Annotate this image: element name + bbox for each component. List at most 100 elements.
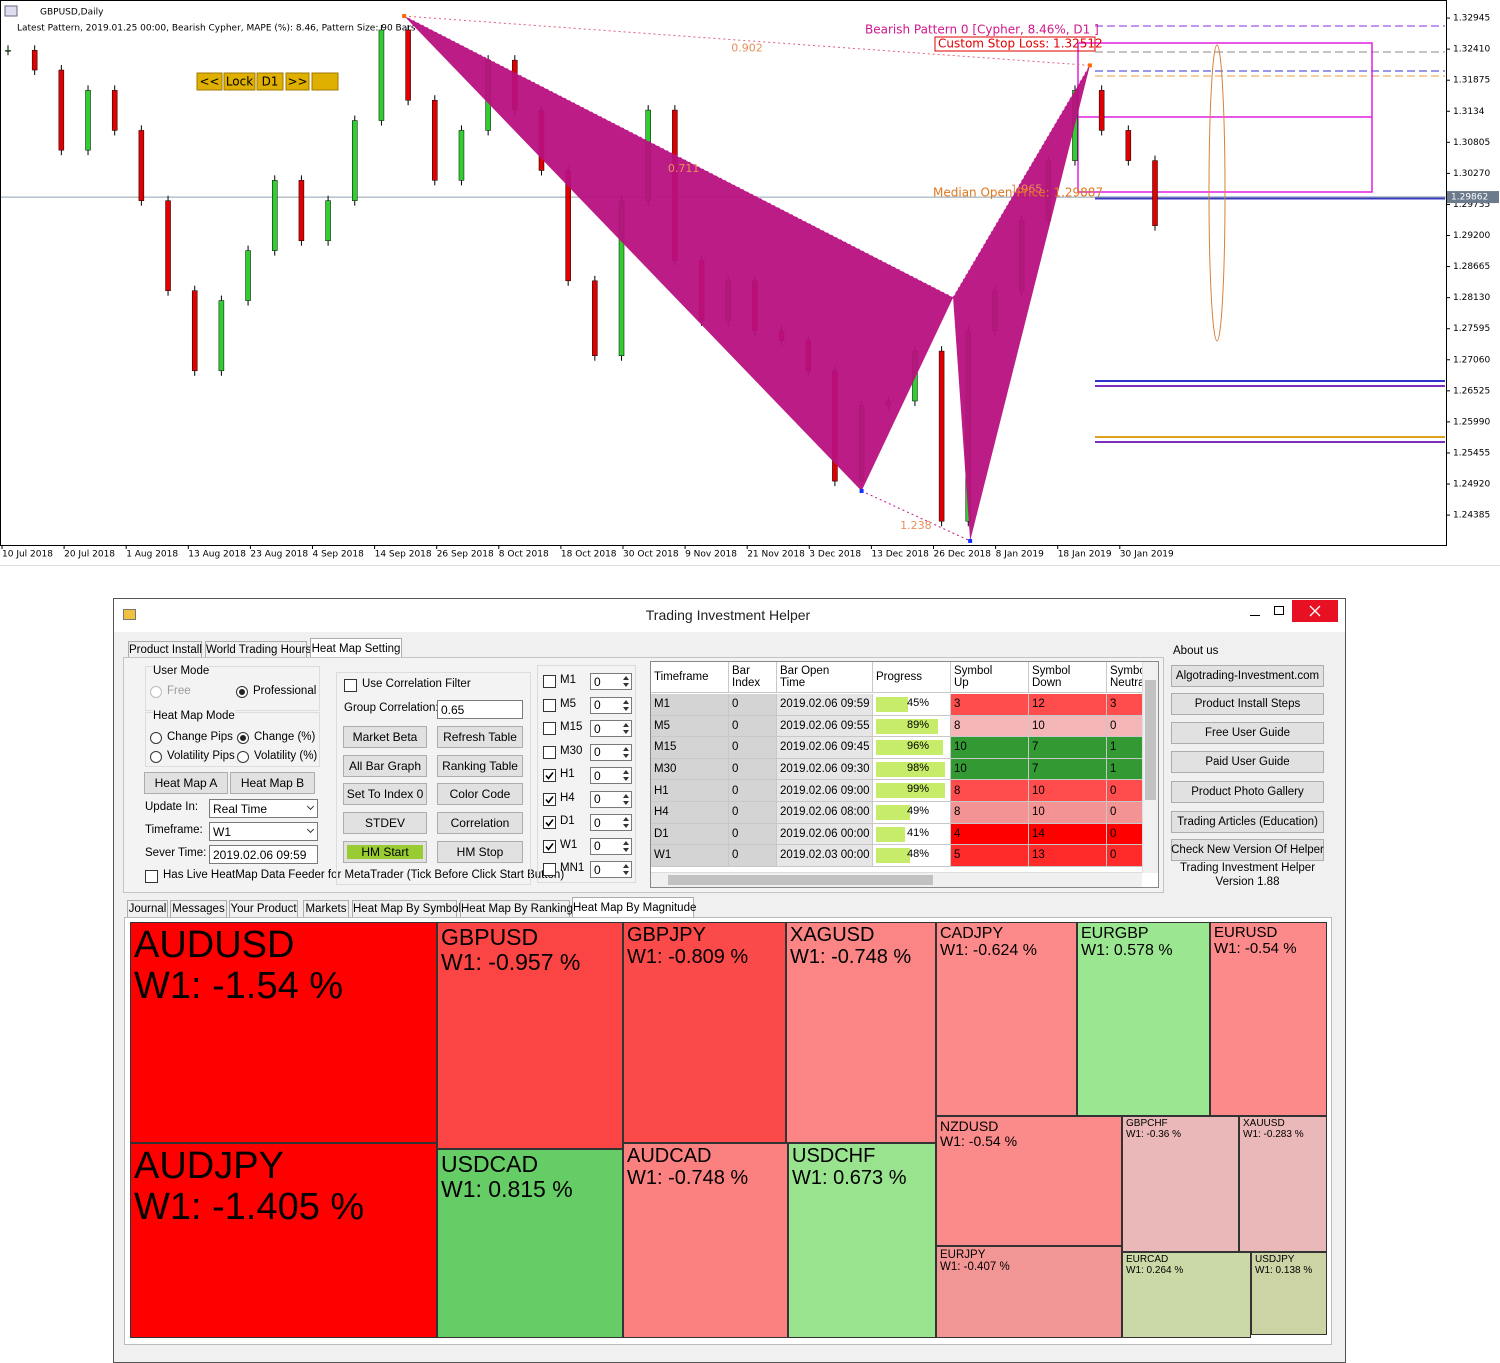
heat-map-mode-radio[interactable] bbox=[237, 751, 249, 763]
spinner-up[interactable] bbox=[623, 864, 629, 868]
tab[interactable]: World Trading Hours bbox=[205, 641, 311, 658]
nav-button[interactable]: >> bbox=[285, 72, 310, 91]
user-mode-radio[interactable] bbox=[236, 686, 248, 698]
spinner-up[interactable] bbox=[623, 793, 629, 798]
spinner-down[interactable] bbox=[623, 871, 629, 875]
text-box[interactable]: 0.65 bbox=[437, 700, 523, 719]
heatmap-tile[interactable]: XAUUSD W1: -0.283 % bbox=[1239, 1116, 1327, 1252]
tab[interactable]: Journal bbox=[127, 900, 168, 917]
link-button[interactable]: Free User Guide bbox=[1171, 722, 1324, 744]
nav-button[interactable]: Lock bbox=[223, 72, 256, 91]
button[interactable]: Set To Index 0 bbox=[343, 783, 427, 806]
heatmap-tile[interactable]: EURJPY W1: -0.407 % bbox=[936, 1246, 1122, 1338]
live-feeder-checkbox[interactable] bbox=[145, 870, 158, 883]
heatmap-tile[interactable]: EURGBP W1: 0.578 % bbox=[1077, 922, 1210, 1116]
tab[interactable]: Product Install bbox=[128, 641, 202, 658]
link-button[interactable]: Product Photo Gallery bbox=[1171, 781, 1324, 803]
minimize-button[interactable] bbox=[1250, 615, 1260, 616]
spinner[interactable]: 0 bbox=[590, 696, 632, 714]
tab[interactable]: Heat Map By Ranking bbox=[460, 900, 573, 917]
tab[interactable]: Markets bbox=[303, 900, 349, 917]
spinner-down[interactable] bbox=[623, 777, 629, 781]
spinner[interactable]: 0 bbox=[590, 837, 632, 855]
spinner-up[interactable] bbox=[623, 770, 629, 774]
timeframe-checkbox[interactable] bbox=[543, 675, 556, 688]
spinner-down[interactable] bbox=[623, 824, 629, 828]
link-button[interactable]: Algotrading-Investment.com bbox=[1171, 665, 1324, 687]
link-button[interactable]: Trading Articles (Education) bbox=[1171, 811, 1324, 833]
spinner-down[interactable] bbox=[623, 683, 629, 687]
table-vscroll-thumb[interactable] bbox=[1145, 680, 1156, 800]
spinner[interactable]: 0 bbox=[590, 720, 632, 737]
spinner[interactable]: 0 bbox=[590, 861, 632, 878]
heatmap-tile[interactable]: CADJPY W1: -0.624 % bbox=[936, 922, 1077, 1116]
button[interactable]: HM Start bbox=[343, 840, 427, 863]
timeframe-checkbox[interactable] bbox=[543, 698, 556, 712]
tab[interactable]: Heat Map By Magnitude bbox=[572, 897, 696, 918]
timeframe-checkbox[interactable] bbox=[543, 769, 556, 782]
timeframe-checkbox[interactable] bbox=[543, 722, 556, 735]
link-button[interactable]: Check New Version Of Helper bbox=[1171, 839, 1324, 861]
heatmap-tile[interactable]: AUDCAD W1: -0.748 % bbox=[623, 1143, 788, 1338]
heat-map-mode-radio[interactable] bbox=[150, 732, 162, 744]
tab[interactable]: Messages bbox=[170, 900, 227, 917]
button[interactable]: Market Beta bbox=[343, 726, 427, 748]
tab[interactable]: Heat Map By Symbol bbox=[352, 900, 461, 917]
heatmap-tile[interactable]: EURUSD W1: -0.54 % bbox=[1210, 922, 1327, 1116]
spinner-up[interactable] bbox=[623, 699, 629, 704]
timeframe-checkbox[interactable] bbox=[543, 792, 556, 806]
timeframe-checkbox[interactable] bbox=[543, 839, 556, 853]
maximize-button[interactable] bbox=[1274, 606, 1284, 615]
combo-box[interactable]: W1 bbox=[209, 822, 318, 841]
spinner-down[interactable] bbox=[623, 800, 629, 805]
link-button[interactable]: Product Install Steps bbox=[1171, 693, 1324, 715]
spinner[interactable]: 0 bbox=[590, 767, 632, 784]
combo-box[interactable]: Real Time bbox=[209, 799, 318, 818]
heatmap-tile[interactable]: AUDJPY W1: -1.405 % bbox=[130, 1143, 437, 1338]
spinner[interactable]: 0 bbox=[590, 673, 632, 690]
button[interactable]: Heat Map B bbox=[230, 772, 315, 794]
button[interactable]: HM Stop bbox=[437, 840, 523, 863]
button[interactable]: STDEV bbox=[343, 812, 427, 835]
button[interactable]: Ranking Table bbox=[437, 754, 523, 777]
heatmap-tile[interactable]: USDJPY W1: 0.138 % bbox=[1251, 1252, 1327, 1335]
timeframe-checkbox[interactable] bbox=[543, 863, 556, 876]
timeframe-checkbox[interactable] bbox=[543, 745, 556, 759]
link-button[interactable]: Paid User Guide bbox=[1171, 751, 1324, 773]
heatmap-tile[interactable]: GBPJPY W1: -0.809 % bbox=[623, 922, 786, 1143]
heat-map-mode-radio[interactable] bbox=[150, 751, 162, 763]
table-hscroll-thumb[interactable] bbox=[668, 875, 933, 885]
heatmap-tile[interactable]: GBPUSD W1: -0.957 % bbox=[437, 922, 623, 1149]
spinner[interactable]: 0 bbox=[590, 790, 632, 808]
button[interactable]: Heat Map A bbox=[144, 772, 228, 794]
spinner-up[interactable] bbox=[623, 817, 629, 821]
spinner-up[interactable] bbox=[623, 676, 629, 680]
text-box[interactable]: 2019.02.06 09:59 bbox=[209, 845, 318, 864]
nav-button[interactable]: D1 bbox=[256, 72, 284, 91]
spinner-down[interactable] bbox=[623, 730, 629, 734]
heatmap-tile[interactable]: USDCAD W1: 0.815 % bbox=[437, 1149, 623, 1338]
button[interactable]: Correlation bbox=[437, 812, 523, 835]
spinner-down[interactable] bbox=[623, 706, 629, 711]
close-button[interactable] bbox=[1292, 600, 1338, 622]
correlation-checkbox[interactable] bbox=[344, 679, 357, 692]
spinner-down[interactable] bbox=[623, 753, 629, 758]
spinner[interactable]: 0 bbox=[590, 743, 632, 761]
button[interactable]: Color Code bbox=[437, 783, 523, 806]
button[interactable]: All Bar Graph bbox=[343, 754, 427, 777]
spinner-up[interactable] bbox=[623, 840, 629, 845]
heat-map-mode-radio[interactable] bbox=[237, 732, 249, 744]
button[interactable]: Refresh Table bbox=[437, 726, 523, 748]
spinner-up[interactable] bbox=[623, 746, 629, 751]
tab[interactable]: Your Product bbox=[229, 900, 298, 917]
spinner[interactable]: 0 bbox=[590, 814, 632, 831]
heatmap-tile[interactable]: AUDUSD W1: -1.54 % bbox=[130, 922, 437, 1143]
tab[interactable]: Heat Map Setting bbox=[310, 638, 402, 658]
nav-button[interactable]: << bbox=[196, 72, 223, 91]
heatmap-tile[interactable]: GBPCHF W1: -0.36 % bbox=[1122, 1116, 1239, 1252]
heatmap-tile[interactable]: NZDUSD W1: -0.54 % bbox=[936, 1116, 1122, 1246]
spinner-down[interactable] bbox=[623, 847, 629, 852]
spinner-up[interactable] bbox=[623, 723, 629, 727]
timeframe-checkbox[interactable] bbox=[543, 816, 556, 829]
heatmap-tile[interactable]: EURCAD W1: 0.264 % bbox=[1122, 1252, 1251, 1338]
